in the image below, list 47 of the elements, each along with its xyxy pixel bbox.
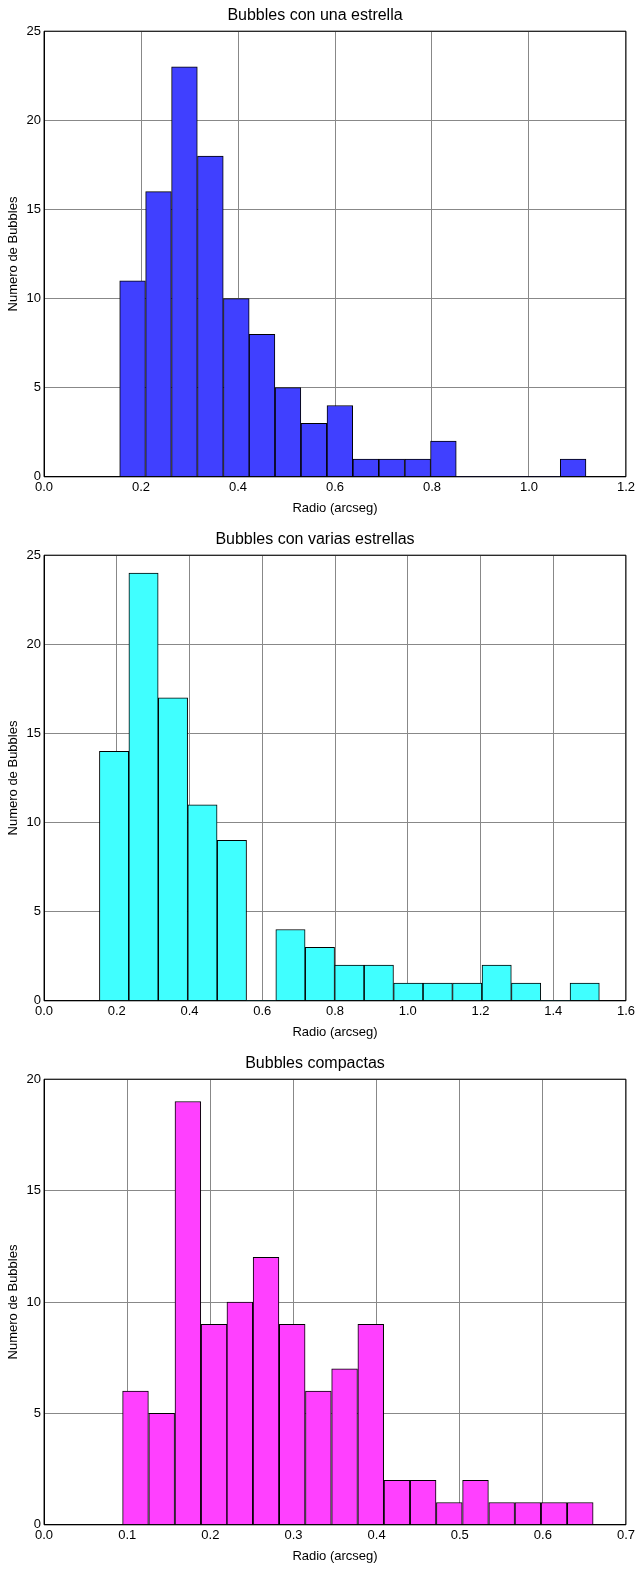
x-axis-title: Radio (arcseg) [292, 499, 378, 515]
x-axis-title: Radio (arcseg) [292, 1547, 378, 1563]
x-tick-label: 0.8 [325, 1003, 345, 1019]
y-tick-label: 20 [26, 111, 42, 127]
y-axis-title: Numero de Bubbles [5, 1244, 21, 1360]
x-tick-label: 0.7 [616, 1527, 635, 1543]
x-tick-label: 0.1 [118, 1527, 137, 1543]
x-tick-label: 0.0 [35, 1003, 54, 1019]
x-tick-label: 0.6 [325, 479, 345, 495]
y-tick-label: 15 [26, 725, 42, 741]
x-tick-label: 0.2 [132, 479, 151, 495]
x-tick-label: 0.4 [228, 479, 248, 495]
x-tick-label: 0.0 [35, 479, 54, 495]
x-tick-label: 1.4 [544, 1003, 563, 1019]
y-tick-label: 20 [26, 1070, 42, 1086]
x-tick-label: 0.5 [450, 1527, 469, 1543]
x-tick-label: 1.0 [519, 479, 539, 495]
chart-title: Bubbles compactas [245, 1054, 385, 1072]
y-tick-label: 5 [33, 379, 42, 395]
y-tick-label: 10 [26, 814, 42, 830]
chart-title: Bubbles con una estrella [227, 6, 403, 24]
x-tick-label: 0.3 [284, 1527, 303, 1543]
y-tick-label: 5 [33, 903, 42, 919]
x-tick-label: 0.2 [107, 1003, 126, 1019]
x-tick-label: 0.8 [422, 479, 442, 495]
x-tick-label: 0.6 [253, 1003, 272, 1019]
y-tick-label: 5 [33, 1404, 42, 1420]
x-tick-label: 0.4 [180, 1003, 199, 1019]
y-axis-title: Numero de Bubbles [5, 196, 21, 312]
y-tick-label: 15 [26, 201, 42, 217]
y-tick-label: 20 [26, 635, 42, 651]
x-axis-title: Radio (arcseg) [292, 1023, 378, 1039]
x-tick-label: 1.2 [616, 479, 635, 495]
y-tick-label: 15 [26, 1182, 42, 1198]
x-tick-label: 1.0 [398, 1003, 417, 1019]
x-tick-label: 0.0 [35, 1527, 54, 1543]
x-tick-label: 1.6 [616, 1003, 635, 1019]
x-tick-label: 0.4 [367, 1527, 386, 1543]
x-tick-label: 0.2 [201, 1527, 220, 1543]
x-tick-label: 1.2 [471, 1003, 490, 1019]
x-tick-label: 0.6 [533, 1527, 552, 1543]
y-axis-title: Numero de Bubbles [5, 720, 21, 836]
y-tick-label: 10 [26, 290, 42, 306]
y-tick-label: 25 [26, 546, 42, 562]
chart-title: Bubbles con varias estrellas [215, 530, 415, 548]
y-tick-label: 25 [26, 22, 42, 38]
y-tick-label: 10 [26, 1293, 42, 1309]
